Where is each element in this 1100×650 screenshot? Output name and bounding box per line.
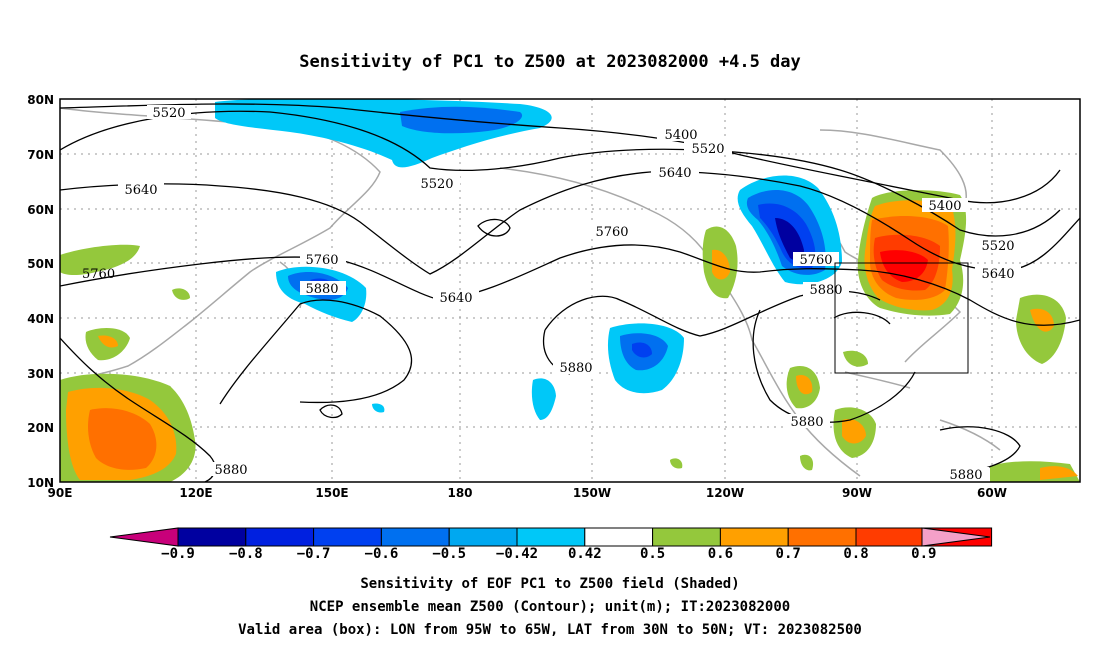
contour-5640 <box>60 170 1080 275</box>
caption-line-1: Sensitivity of EOF PC1 to Z500 field (Sh… <box>360 576 739 592</box>
contour-label: 5400 <box>664 128 697 143</box>
colorbar-box <box>245 527 315 547</box>
colorbar-box <box>177 527 247 547</box>
lat-tick-label: 40N <box>27 312 54 326</box>
colorbar-labels: −0.9 −0.8 −0.7 −0.6 −0.5 −0.42 0.42 0.5 0.6 0.7 0.… <box>161 546 936 562</box>
lon-tick-label: 150W <box>573 486 611 500</box>
contour-label: 5640 <box>439 291 472 306</box>
negative-region-central <box>607 323 684 394</box>
colorbar-box <box>787 527 857 547</box>
caribbean-coast <box>939 419 1001 451</box>
contour-5880-east <box>833 311 891 325</box>
contour-label: 5640 <box>124 183 157 198</box>
colorbar-label: −0.42 <box>496 546 538 562</box>
colorbar-box <box>584 527 654 547</box>
contour-label: 5400 <box>928 199 961 214</box>
colorbar-box <box>652 527 721 547</box>
colorbar-boxes <box>177 527 993 547</box>
colorbar-label: 0.5 <box>640 546 665 562</box>
lat-tick-label: 30N <box>27 367 54 381</box>
lon-tick-label: 150E <box>315 486 348 500</box>
contour-label: 5520 <box>152 106 185 121</box>
colorbar-label: −0.9 <box>161 546 195 562</box>
colorbar-label: −0.5 <box>432 546 466 562</box>
contour-closed-center <box>477 218 511 237</box>
contour-label: 5640 <box>658 166 691 181</box>
plot-frame <box>59 98 1081 483</box>
positive-region-asia <box>60 244 196 482</box>
colorbar-box <box>516 527 586 547</box>
lon-tick-label: 120W <box>706 486 744 500</box>
lon-tick-label: 90W <box>842 486 872 500</box>
lon-tick-label: 120E <box>179 486 212 500</box>
contour-label: 5760 <box>595 225 628 240</box>
colorbar-label: 0.9 <box>911 546 936 562</box>
lon-tick-label: 180 <box>447 486 472 500</box>
greenland-coast <box>819 129 967 206</box>
contour-label: 5520 <box>691 142 724 157</box>
contour-label: 5760 <box>799 253 832 268</box>
colorbar-box <box>855 527 925 547</box>
lon-tick-label: 60W <box>977 486 1007 500</box>
caption: Sensitivity of EOF PC1 to Z500 field (Sh… <box>238 576 862 638</box>
negative-region-small <box>372 378 556 420</box>
colorbar-low-arrow <box>109 527 179 547</box>
colorbar-label: −0.7 <box>297 546 331 562</box>
contour-label: 5880 <box>305 282 338 297</box>
map-area: 5520 5400 5520 5520 5640 5640 5760 5760 … <box>60 99 1080 483</box>
figure-title: Sensitivity of PC1 to Z500 at 2023082000… <box>299 52 801 72</box>
longitude-axis: 90E 120E 150E 180 150W 120W 90W 60W <box>48 486 1007 500</box>
contour-label: 5760 <box>305 253 338 268</box>
contour-label: 5880 <box>559 361 592 376</box>
lat-tick-label: 10N <box>27 476 54 490</box>
colorbar-label: 0.8 <box>843 546 868 562</box>
lat-tick-label: 20N <box>27 421 54 435</box>
contour-label: 5640 <box>981 267 1014 282</box>
colorbar-label: 0.6 <box>708 546 733 562</box>
colorbar-label: 0.7 <box>776 546 801 562</box>
contour-label: 5520 <box>420 177 453 192</box>
contour-label: 5520 <box>981 239 1014 254</box>
lat-tick-label: 80N <box>27 93 54 107</box>
grid-lines <box>60 99 1080 482</box>
contour-closed-pac <box>319 404 343 419</box>
lat-tick-label: 50N <box>27 257 54 271</box>
caption-line-3: Valid area (box): LON from 95W to 65W, L… <box>238 622 862 638</box>
colorbar-box <box>380 527 450 547</box>
colorbar-label: −0.6 <box>365 546 399 562</box>
colorbar-high-arrow <box>921 527 991 547</box>
contour-5520 <box>60 110 1061 237</box>
lon-tick-label: 90E <box>48 486 73 500</box>
lat-tick-label: 70N <box>27 148 54 162</box>
positive-region-south <box>670 294 1080 482</box>
valid-area-box <box>834 262 969 374</box>
contour-label: 5880 <box>949 468 982 483</box>
colorbar-box <box>448 527 518 547</box>
positive-region-rockies <box>702 226 738 299</box>
contour-label: 5880 <box>214 463 247 478</box>
colorbar-label: −0.8 <box>229 546 263 562</box>
contour-5400 <box>60 103 1061 204</box>
contour-label: 5880 <box>790 415 823 430</box>
colorbar-box <box>719 527 789 547</box>
contour-label: 5880 <box>809 283 842 298</box>
caption-line-2: NCEP ensemble mean Z500 (Contour); unit(… <box>310 599 790 615</box>
contour-labels: 5520 5400 5520 5520 5640 5640 5760 5760 … <box>82 105 1021 483</box>
lat-tick-label: 60N <box>27 203 54 217</box>
colorbar-label: 0.42 <box>568 546 602 562</box>
contour-5760 <box>60 244 1080 326</box>
colorbar-box <box>313 527 382 547</box>
contour-5880-pac <box>219 299 413 405</box>
contour-label: 5760 <box>82 267 115 282</box>
colorbar: −0.9 −0.8 −0.7 −0.6 −0.5 −0.42 0.42 0.5 0.6 0.7 0.… <box>109 527 993 562</box>
latitude-axis: 80N 70N 60N 50N 40N 30N 20N 10N <box>27 93 54 490</box>
